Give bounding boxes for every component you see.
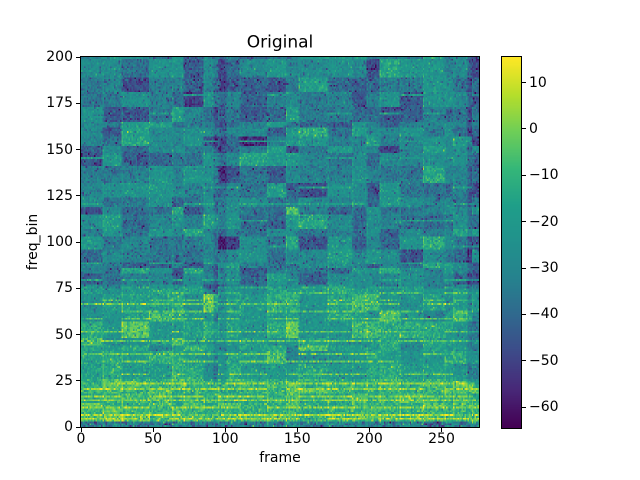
colorbar (501, 56, 522, 429)
x-tick-mark (441, 428, 442, 432)
colorbar-tick-label: −40 (529, 306, 559, 323)
x-tick-mark (296, 428, 298, 432)
colorbar-tick-mark (522, 406, 526, 408)
chart-title: Original (246, 32, 314, 53)
colorbar-tick-mark (522, 174, 526, 176)
colorbar-tick-label: −10 (529, 167, 559, 184)
x-tick-mark (80, 428, 82, 432)
y-tick-label: 0 (64, 419, 73, 435)
x-tick-label: 0 (76, 431, 86, 447)
x-tick-label: 150 (283, 431, 311, 447)
y-tick-mark (76, 195, 80, 197)
colorbar-tick-mark (522, 313, 526, 315)
x-tick-mark (368, 428, 370, 432)
y-tick-label: 150 (46, 141, 73, 158)
colorbar-tick-label: 10 (529, 74, 547, 91)
y-tick-mark (76, 287, 80, 289)
y-tick-label: 125 (46, 187, 73, 204)
colorbar-tick-label: 0 (529, 120, 538, 137)
y-tick-mark (76, 426, 80, 428)
colorbar-tick-label: −60 (529, 399, 559, 416)
y-tick-label: 200 (46, 49, 73, 65)
x-tick-label: 100 (211, 431, 239, 447)
colorbar-gradient (502, 57, 521, 428)
y-axis-label: freq_bin (25, 213, 41, 271)
x-tick-mark (152, 428, 154, 432)
y-tick-label: 100 (46, 234, 73, 250)
x-tick-label: 250 (428, 431, 455, 447)
colorbar-tick-mark (522, 128, 526, 130)
y-tick-label: 75 (55, 280, 73, 297)
colorbar-tick-label: −50 (529, 352, 559, 369)
y-tick-mark (76, 56, 80, 58)
y-tick-mark (76, 241, 80, 243)
y-tick-mark (76, 102, 80, 104)
x-axis-label: frame (259, 450, 301, 466)
colorbar-tick-label: −30 (529, 260, 559, 276)
y-tick-label: 175 (46, 95, 73, 112)
x-tick-label: 50 (144, 431, 163, 447)
y-tick-label: 25 (55, 372, 73, 389)
x-tick-label: 200 (356, 431, 383, 447)
y-tick-label: 50 (55, 326, 73, 343)
colorbar-tick-mark (522, 221, 526, 223)
colorbar-tick-mark (522, 82, 526, 83)
plot-area (80, 56, 480, 428)
x-tick-mark (224, 428, 226, 432)
spectrogram-heatmap (81, 57, 479, 427)
colorbar-tick-label: −20 (529, 213, 559, 230)
colorbar-tick-mark (522, 267, 526, 269)
y-tick-mark (76, 149, 80, 150)
y-tick-mark (76, 380, 80, 382)
y-tick-mark (76, 334, 80, 335)
colorbar-tick-mark (522, 360, 526, 362)
